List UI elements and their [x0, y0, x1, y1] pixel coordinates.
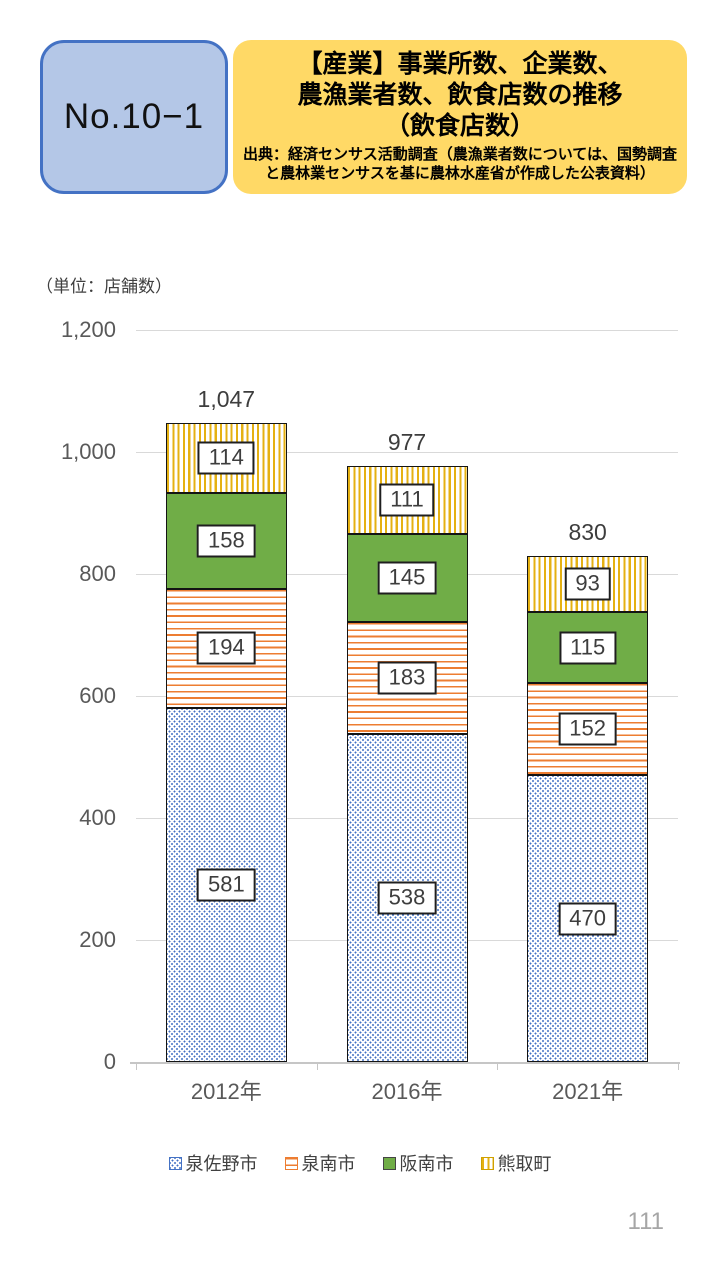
legend-swatch-icon [168, 1156, 182, 1170]
segment-value-label: 145 [377, 561, 437, 595]
bar-total-label: 1,047 [197, 386, 256, 413]
gridline [136, 329, 678, 331]
x-axis-tick [497, 1063, 499, 1070]
x-axis-tick [316, 1063, 318, 1070]
legend-label: 泉南市 [301, 1154, 356, 1174]
bar-total-label: 977 [387, 429, 427, 456]
segment-value-label: 115 [559, 631, 617, 664]
legend-label: 熊取町 [497, 1154, 552, 1174]
y-axis-tick-label: 400 [79, 805, 116, 830]
x-axis-tick [678, 1063, 679, 1070]
x-axis-category-label: 2016年 [371, 1079, 443, 1104]
y-axis-tick-label: 0 [103, 1049, 116, 1074]
segment-value-label: 194 [196, 631, 256, 665]
chart-title-line-3: （飲食店数） [384, 112, 535, 140]
segment-value-label: 538 [377, 881, 437, 915]
x-axis-tick [136, 1063, 137, 1070]
bar-total-label: 830 [568, 518, 607, 545]
chart-title-box: 【産業】事業所数、企業数、 農漁業者数、飲食店数の推移 （飲食店数） 出典：経済… [233, 40, 687, 194]
y-axis-tick-label: 1,200 [60, 317, 116, 342]
legend-swatch-icon [480, 1156, 494, 1170]
source-note: 出典：経済センサス活動調査（農漁業者数については、国勢調査と農林業センサスを基に… [243, 146, 677, 182]
legend-item-泉佐野市: 泉佐野市 [168, 1150, 258, 1176]
legend-swatch-icon [284, 1156, 298, 1170]
y-axis-tick-label: 600 [79, 683, 116, 708]
legend-item-熊取町: 熊取町 [480, 1150, 552, 1176]
x-axis-line [130, 1062, 680, 1064]
y-axis-tick-label: 1,000 [60, 439, 116, 464]
report-number-badge: No.10−1 [40, 40, 228, 194]
legend-swatch-icon [382, 1156, 396, 1170]
unit-label: （単位：店舗数） [36, 277, 172, 296]
segment-value-label: 111 [379, 483, 435, 517]
segment-value-label: 158 [196, 524, 256, 558]
legend-item-阪南市: 阪南市 [382, 1150, 454, 1176]
report-number-label: No.10−1 [63, 97, 205, 136]
segment-value-label: 581 [196, 868, 256, 902]
chart-legend: 泉佐野市 泉南市 阪南市 熊取町 [0, 1148, 720, 1178]
legend-label: 泉佐野市 [185, 1154, 258, 1174]
segment-value-label: 114 [197, 441, 255, 475]
x-axis-category-label: 2012年 [190, 1079, 262, 1104]
gridline [136, 451, 678, 453]
segment-value-label: 470 [558, 902, 618, 936]
x-axis-category-label: 2021年 [552, 1079, 624, 1104]
page-number: 111 [627, 1208, 664, 1235]
legend-label: 阪南市 [399, 1154, 454, 1174]
y-axis-tick-label: 800 [79, 561, 116, 586]
segment-value-label: 183 [377, 661, 437, 695]
segment-value-label: 93 [564, 567, 611, 601]
y-axis-tick-label: 200 [79, 927, 116, 952]
legend-item-泉南市: 泉南市 [284, 1150, 356, 1176]
segment-value-label: 152 [558, 712, 618, 746]
chart-title-line-1: 【産業】事業所数、企業数、 [297, 50, 623, 78]
chart-title-line-2: 農漁業者数、飲食店数の推移 [297, 81, 623, 109]
